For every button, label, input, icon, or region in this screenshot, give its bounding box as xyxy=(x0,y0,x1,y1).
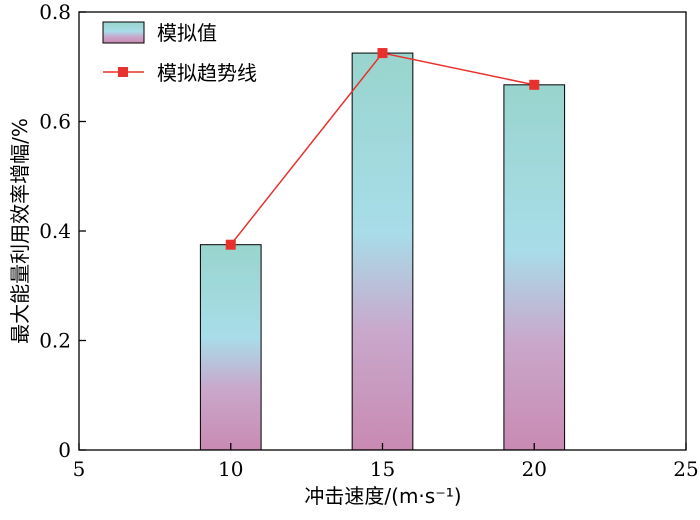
trend-marker-15 xyxy=(377,48,388,59)
legend-marker-swatch xyxy=(118,67,128,77)
x-axis-title: 冲击速度/(m·s⁻¹) xyxy=(304,484,461,508)
legend: 模拟值 模拟趋势线 xyxy=(102,21,257,85)
y-ticks: 0 0.2 0.4 0.6 0.8 xyxy=(39,0,86,462)
y-axis-title: 最大能量利用效率增幅/% xyxy=(8,118,32,344)
x-tick-label-5: 5 xyxy=(73,457,86,481)
bar-15 xyxy=(351,52,414,451)
legend-bar-swatch xyxy=(102,21,145,44)
y-tick-label-0.8: 0.8 xyxy=(39,0,71,24)
x-tick-label-10: 10 xyxy=(218,457,243,481)
trend-line-layer xyxy=(225,48,540,250)
x-ticks: 5 10 15 20 25 xyxy=(73,443,699,481)
x-tick-label-25: 25 xyxy=(673,457,698,481)
y-tick-label-0.4: 0.4 xyxy=(39,219,71,243)
bars-layer xyxy=(199,52,566,451)
legend-label-bars: 模拟值 xyxy=(157,21,217,45)
y-tick-label-0.2: 0.2 xyxy=(39,329,71,353)
x-tick-label-20: 20 xyxy=(522,457,547,481)
bar-20 xyxy=(503,84,566,451)
trend-marker-20 xyxy=(529,79,540,90)
x-tick-label-15: 15 xyxy=(370,457,395,481)
y-tick-label-0.6: 0.6 xyxy=(39,110,71,134)
y-tick-label-0: 0 xyxy=(58,438,71,462)
legend-label-line: 模拟趋势线 xyxy=(157,61,257,85)
trend-marker-10 xyxy=(225,239,236,250)
bar-10 xyxy=(199,244,262,451)
